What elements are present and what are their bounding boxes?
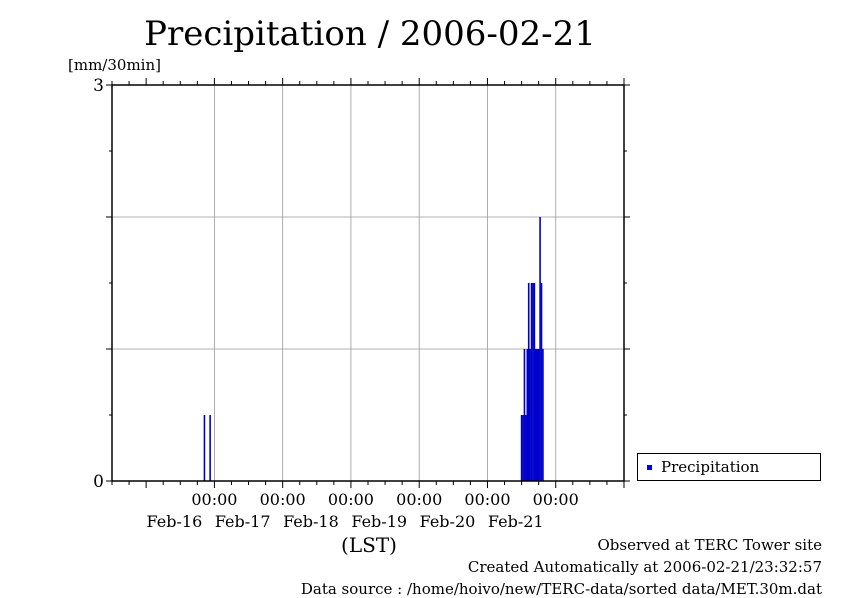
chart-title: Precipitation / 2006-02-21 [144,14,596,54]
x-tick-date: Feb-18 [283,512,339,531]
precipitation-bar [209,415,211,481]
precipitation-bar [535,349,537,481]
grid-lines [112,85,624,481]
precipitation-bar [530,283,533,481]
precipitation-bar [526,349,529,481]
precipitation-bar [527,283,530,481]
precipitation-bar [536,349,539,481]
precipitation-bar [542,349,544,481]
x-tick-time: 00:00 [328,490,374,509]
x-tick-time: 00:00 [533,490,579,509]
x-axis-label: (LST) [341,533,397,557]
legend: Precipitation [637,453,821,481]
precipitation-bar [537,349,540,481]
axis-ticks [106,78,630,488]
x-tick-time: 00:00 [260,490,306,509]
footer-source: Data source : /home/hoivo/new/TERC-data/… [300,580,822,598]
precipitation-bar [529,349,531,481]
x-tick-date: Feb-20 [420,512,476,531]
precipitation-bar [532,283,534,481]
axis-labels: 0 3 00:00 Feb-16 00:00 Feb-17 00:00 Feb-18 00:00… [93,76,579,557]
y-tick-label: 3 [93,76,104,96]
precipitation-bar [203,415,206,481]
x-tick-date: Feb-16 [147,512,203,531]
y-axis-label: [mm/30min] [68,56,161,74]
plot-frame [111,84,625,482]
precipitation-bar [539,217,541,481]
precipitation-bar [520,415,523,481]
x-tick-time: 00:00 [464,490,510,509]
legend-label: Precipitation [661,458,760,476]
x-tick-time: 00:00 [396,490,442,509]
precipitation-bar [533,283,536,481]
x-tick-date: Feb-21 [488,512,544,531]
x-tick-time: 00:00 [191,490,237,509]
precipitation-bar [540,283,543,481]
x-tick-date: Feb-19 [351,512,407,531]
y-tick-label: 0 [93,472,104,492]
x-tick-date: Feb-17 [215,512,271,531]
precipitation-bar [525,415,527,481]
footer-observed: Observed at TERC Tower site [597,536,822,554]
precipitation-bar [523,349,526,481]
precipitation-bar [522,415,524,481]
legend-swatch [647,465,652,470]
bars-layer [203,217,544,481]
footer-created: Created Automatically at 2006-02-21/23:3… [467,558,822,576]
